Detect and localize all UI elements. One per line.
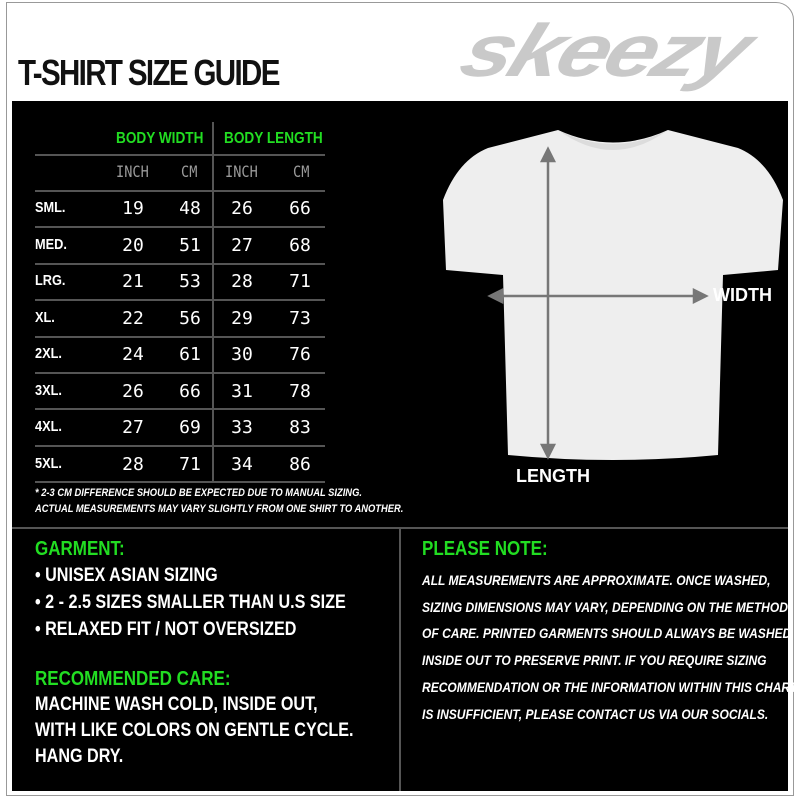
row-divider bbox=[35, 226, 325, 229]
row-divider bbox=[35, 335, 325, 338]
length-inch-cell: 29 bbox=[231, 307, 253, 329]
length-arrow-head-bottom bbox=[539, 443, 557, 460]
width-inch-cell: 24 bbox=[122, 344, 144, 365]
size-label: LRG. bbox=[35, 272, 66, 289]
width-cm-cell: 48 bbox=[179, 198, 201, 219]
length-inch-cell: 30 bbox=[231, 344, 253, 365]
width-label: WIDTH bbox=[713, 285, 772, 305]
length-label: LENGTH bbox=[516, 466, 590, 486]
width-cm-cell: 53 bbox=[179, 271, 201, 292]
length-cm-cell: 76 bbox=[289, 344, 311, 365]
size-label: 2XL. bbox=[35, 345, 62, 362]
width-inch-cell: 20 bbox=[122, 234, 144, 256]
unit-header: CM bbox=[293, 162, 310, 181]
width-inch-cell: 19 bbox=[122, 198, 144, 219]
row-divider bbox=[35, 408, 325, 411]
care-line: MACHINE WASH COLD, INSIDE OUT, bbox=[35, 694, 318, 715]
row-divider bbox=[35, 299, 325, 302]
width-inch-cell: 28 bbox=[122, 453, 144, 475]
width-cm-cell: 71 bbox=[179, 453, 201, 475]
unit-header: CM bbox=[181, 162, 198, 181]
length-inch-cell: 34 bbox=[231, 453, 253, 475]
row-divider bbox=[35, 372, 325, 374]
row-divider bbox=[35, 262, 325, 265]
length-inch-cell: 28 bbox=[231, 271, 253, 292]
care-heading: RECOMMENDED CARE: bbox=[35, 668, 231, 690]
length-inch-cell: 31 bbox=[231, 380, 253, 402]
note-heading: PLEASE NOTE: bbox=[422, 538, 548, 560]
size-label: XL. bbox=[35, 308, 55, 326]
width-cm-cell: 61 bbox=[179, 344, 201, 365]
page-title: T-SHIRT SIZE GUIDE bbox=[18, 52, 280, 93]
width-inch-cell: 21 bbox=[122, 271, 144, 292]
unit-header: INCH bbox=[116, 162, 149, 181]
row-divider bbox=[35, 481, 325, 484]
width-arrow-head-left bbox=[487, 287, 504, 305]
tshirt-collar bbox=[558, 130, 668, 150]
width-cm-cell: 56 bbox=[179, 307, 201, 329]
length-cm-cell: 78 bbox=[289, 380, 311, 402]
width-inch-cell: 26 bbox=[122, 380, 144, 402]
size-label: 4XL. bbox=[35, 418, 62, 435]
garment-item: • RELAXED FIT / NOT OVERSIZED bbox=[35, 619, 297, 640]
garment-item-text: UNISEX ASIAN SIZING bbox=[45, 565, 218, 586]
size-label: 5XL. bbox=[35, 454, 62, 472]
length-cm-cell: 68 bbox=[289, 234, 311, 256]
row-divider bbox=[35, 190, 325, 192]
tshirt-diagram bbox=[443, 130, 783, 460]
section-divider-vertical bbox=[399, 528, 401, 791]
length-inch-cell: 26 bbox=[231, 198, 253, 219]
column-divider bbox=[212, 122, 214, 482]
length-cm-cell: 66 bbox=[289, 198, 311, 219]
size-label: 3XL. bbox=[35, 381, 62, 399]
care-line: HANG DRY. bbox=[35, 746, 124, 767]
garment-item-text: 2 - 2.5 SIZES SMALLER THAN U.S SIZE bbox=[45, 592, 346, 613]
width-cm-cell: 51 bbox=[179, 234, 201, 256]
unit-header: INCH bbox=[225, 162, 258, 181]
group-header-width: BODY WIDTH bbox=[116, 130, 204, 147]
length-cm-cell: 71 bbox=[289, 271, 311, 292]
length-arrow-head-top bbox=[539, 146, 557, 163]
length-cm-cell: 86 bbox=[289, 453, 311, 475]
row-divider bbox=[35, 444, 325, 447]
footnote: ACTUAL MEASUREMENTS MAY VARY SLIGHTLY FR… bbox=[35, 503, 404, 515]
length-cm-cell: 73 bbox=[289, 307, 311, 329]
garment-item-text: RELAXED FIT / NOT OVERSIZED bbox=[45, 619, 297, 640]
width-arrow-head-right bbox=[692, 287, 709, 305]
size-label: SML. bbox=[35, 199, 66, 216]
brand-logo: skeezy bbox=[449, 9, 762, 92]
frame bbox=[6, 2, 794, 796]
garment-heading: GARMENT: bbox=[35, 538, 125, 560]
garment-item: • UNISEX ASIAN SIZING bbox=[35, 565, 218, 586]
length-cm-cell: 83 bbox=[289, 417, 311, 438]
garment-item: • 2 - 2.5 SIZES SMALLER THAN U.S SIZE bbox=[35, 592, 346, 613]
note-text: ALL MEASUREMENTS ARE APPROXIMATE. ONCE W… bbox=[422, 572, 798, 722]
width-inch-cell: 27 bbox=[122, 417, 144, 438]
footnote: * 2-3 CM DIFFERENCE SHOULD BE EXPECTED D… bbox=[35, 487, 362, 499]
size-label: MED. bbox=[35, 235, 67, 253]
group-header-length: BODY LENGTH bbox=[224, 130, 323, 147]
length-inch-cell: 33 bbox=[231, 417, 253, 438]
length-inch-cell: 27 bbox=[231, 234, 253, 256]
care-line: WITH LIKE COLORS ON GENTLE CYCLE. bbox=[35, 720, 354, 741]
width-cm-cell: 69 bbox=[179, 417, 201, 438]
row-divider bbox=[35, 154, 325, 156]
width-inch-cell: 22 bbox=[122, 307, 144, 329]
width-cm-cell: 66 bbox=[179, 380, 201, 402]
